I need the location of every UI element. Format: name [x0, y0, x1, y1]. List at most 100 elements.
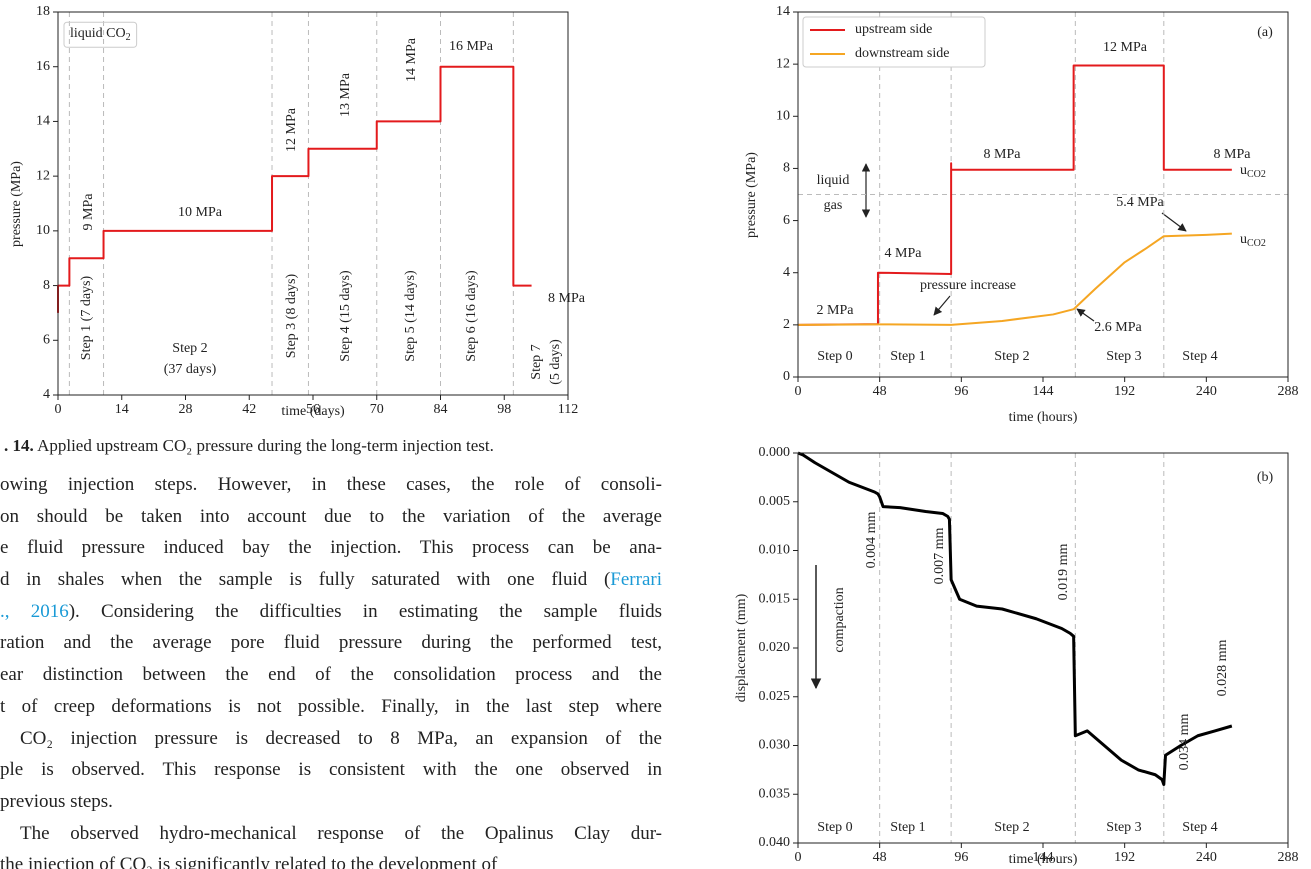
- text-line: CO₂ injection pressure is decreased to 8…: [0, 723, 662, 755]
- arrow: [1076, 308, 1095, 322]
- text-line: The observed hydro-mechanical response o…: [0, 818, 662, 850]
- text-segment: e fluid pressure induced bay the injecti…: [0, 537, 662, 559]
- annotation: Step 4: [1182, 820, 1217, 835]
- annotation: 2 MPa: [817, 303, 855, 318]
- x-axis-label: time (days): [281, 404, 345, 419]
- annotation: 12 MPa: [1103, 40, 1148, 55]
- annotation-subscript: 2: [126, 32, 131, 43]
- annotation: Step 2: [172, 341, 207, 356]
- text-segment: owing injection steps. However, in these…: [0, 474, 662, 495]
- data-line: [797, 451, 1233, 786]
- annotation: 14 MPa: [404, 37, 419, 82]
- y-tick-label: 8: [783, 161, 790, 176]
- annotation: Step 5 (14 days): [403, 270, 418, 362]
- text-segment: on should be taken into account due to t…: [0, 505, 662, 527]
- text-line: t of creep deformations is not possible.…: [0, 691, 662, 723]
- y-tick-label: 0.005: [759, 494, 791, 509]
- annotation: 10 MPa: [178, 205, 223, 220]
- annotation-text: Step 2: [994, 820, 1029, 835]
- x-tick-label: 192: [1114, 850, 1135, 865]
- annotation-text: Step 0: [817, 820, 852, 835]
- x-tick-label: 14: [115, 402, 129, 417]
- annotation: Step 0: [817, 820, 852, 835]
- annotation: (37 days): [164, 362, 217, 377]
- y-tick-label: 0.010: [759, 543, 791, 558]
- text-line: ., 2016). Considering the difficulties i…: [0, 596, 662, 628]
- x-tick-label: 240: [1196, 850, 1217, 865]
- annotation: gas: [824, 198, 843, 213]
- x-tick-label: 0: [55, 402, 62, 417]
- annotation: 8 MPa: [984, 147, 1022, 162]
- citation-link[interactable]: Ferrari: [610, 569, 662, 591]
- annotation: 0.028 mm: [1215, 640, 1230, 697]
- annotation: Step 3: [1106, 349, 1141, 364]
- annotation-subscript: CO2: [1247, 169, 1266, 180]
- text-segment: ear distinction between the end of the c…: [0, 664, 662, 686]
- y-tick-label: 8: [43, 278, 50, 293]
- x-axis-label: time (hours): [1009, 410, 1078, 425]
- chart: 0 48 96 144 192 240 288 0 2 4 6 8 10 12 14 upstream sid…: [744, 4, 1298, 425]
- annotation-text: Step 3: [1106, 349, 1141, 364]
- y-tick-label: 0.035: [759, 786, 791, 801]
- annotation-text: gas: [824, 198, 843, 213]
- figure-caption: . 14. Applied upstream CO₂ pressure duri…: [4, 436, 494, 456]
- annotation: Step 1 (7 days): [79, 275, 94, 360]
- annotation: Step 7: [529, 344, 544, 379]
- citation-link[interactable]: ., 2016: [0, 600, 69, 622]
- body-text: owing injection steps. However, in these…: [0, 469, 662, 869]
- y-tick-label: 12: [36, 168, 50, 183]
- annotation: Step 1: [890, 349, 925, 364]
- annotation-text: 8 MPa: [548, 291, 586, 306]
- annotation-text: 0.034 mm: [1177, 714, 1192, 771]
- x-tick-label: 144: [1033, 850, 1054, 865]
- annotation-text: Step 3 (8 days): [284, 273, 299, 358]
- text-line: ear distinction between the end of the c…: [0, 659, 662, 691]
- annotation: 0.007 mm: [932, 528, 947, 585]
- annotation-text: Step 2: [172, 341, 207, 356]
- annotation: liquid: [817, 173, 850, 188]
- y-tick-label: 12: [776, 56, 790, 71]
- x-tick-label: 84: [434, 402, 448, 417]
- annotation: Step 3: [1106, 820, 1141, 835]
- text-segment: ). Considering the difficulties in estim…: [68, 600, 662, 622]
- annotation: 16 MPa: [449, 39, 494, 54]
- annotation: (b): [1257, 470, 1274, 485]
- data-line: [797, 232, 1232, 326]
- annotation: 4 MPa: [885, 246, 923, 261]
- annotation-text: Step 6 (16 days): [464, 270, 479, 362]
- y-tick-label: 4: [783, 265, 790, 280]
- text-segment: d in shales when the sample is fully sat…: [0, 569, 611, 591]
- text-line: previous steps.: [0, 786, 662, 818]
- annotation-text: 8 MPa: [1214, 147, 1252, 162]
- annotation: Step 1: [890, 820, 925, 835]
- x-tick-label: 144: [1033, 384, 1054, 399]
- x-tick-label: 288: [1278, 384, 1299, 399]
- annotation: Step 3 (8 days): [284, 273, 299, 358]
- annotation-text: Step 1: [890, 820, 925, 835]
- y-tick-label: 18: [36, 4, 50, 19]
- x-tick-label: 42: [242, 402, 256, 417]
- x-tick-label: 28: [179, 402, 193, 417]
- y-tick-label: 0.030: [759, 738, 791, 753]
- annotation-text: 0.019 mm: [1056, 544, 1071, 601]
- arrow: [1161, 212, 1187, 232]
- annotation-text: Step 0: [817, 349, 852, 364]
- data-line: [797, 64, 1232, 326]
- annotation: liquid CO2: [70, 26, 131, 43]
- x-tick-label: 288: [1278, 850, 1299, 865]
- annotation-text: 2 MPa: [817, 303, 855, 318]
- caption-text: Applied upstream CO₂ pressure during the…: [37, 436, 494, 455]
- annotation: 0.019 mm: [1056, 544, 1071, 601]
- x-tick-label: 192: [1114, 384, 1135, 399]
- annotation: 12 MPa: [284, 107, 299, 152]
- annotation-text: 0.004 mm: [864, 512, 879, 569]
- annotation-text: 12 MPa: [1103, 40, 1148, 55]
- y-tick-label: 0.025: [759, 689, 791, 704]
- text-line: owing injection steps. However, in these…: [0, 469, 662, 501]
- y-tick-label: 0.020: [759, 640, 791, 655]
- annotation-text: 2.6 MPa: [1094, 320, 1142, 335]
- annotation: (a): [1257, 25, 1273, 40]
- annotation-text: Step 4: [1182, 820, 1217, 835]
